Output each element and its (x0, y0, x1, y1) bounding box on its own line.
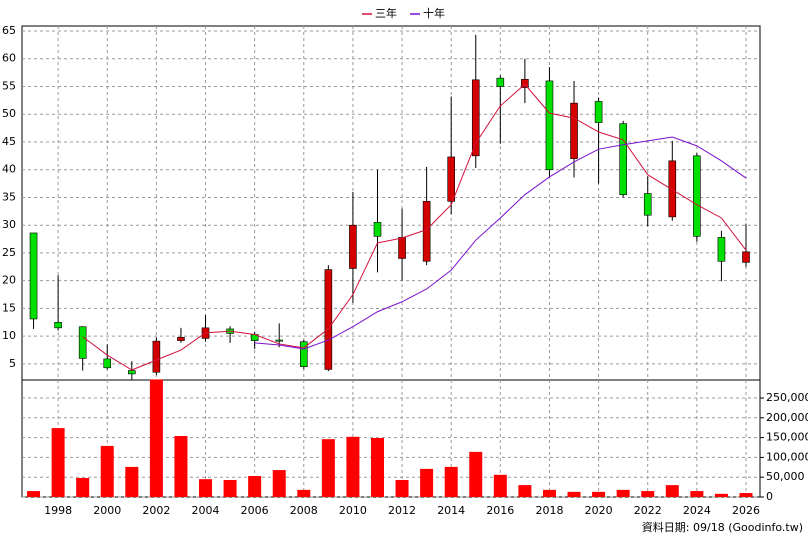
x-tick-label: 2014 (437, 504, 465, 517)
candle-body (496, 77, 505, 87)
candle-body (152, 340, 161, 373)
volume-bar (149, 379, 163, 497)
y-tick-label: 25 (2, 246, 16, 259)
x-tick-label: 2026 (732, 504, 760, 517)
candle-body (349, 224, 357, 269)
volume-bar (616, 489, 630, 497)
volume-bar (76, 477, 90, 497)
candle-body (619, 123, 627, 195)
volume-bar (420, 468, 434, 497)
volume-bar (370, 437, 384, 497)
y-tick-label: 65 (2, 24, 16, 37)
y-tick-label: 10 (2, 329, 16, 342)
volume-bar (690, 491, 704, 497)
candle-body (78, 326, 87, 359)
candle-body (373, 222, 382, 237)
candle-body (398, 237, 406, 259)
volume-bar (444, 466, 458, 497)
y2-tick-label: 0 (766, 490, 773, 503)
volume-bar (272, 470, 286, 497)
y2-tick-label: 200,000 (766, 411, 808, 424)
legend-label: 三年 (375, 6, 397, 20)
y-tick-label: 20 (2, 274, 16, 287)
y-tick-label: 30 (2, 218, 16, 231)
volume-bar (223, 479, 237, 497)
x-tick-label: 1998 (44, 504, 72, 517)
candle-body (693, 155, 701, 237)
candle-body (742, 251, 750, 263)
y-tick-label: 45 (2, 135, 16, 148)
candle-body (29, 232, 38, 320)
volume-bar (100, 445, 114, 497)
x-tick-label: 2024 (683, 504, 711, 517)
legend-label: 十年 (423, 6, 445, 20)
candle-body (299, 341, 308, 367)
candle-body (643, 193, 652, 216)
volume-bar (714, 493, 728, 497)
y2-tick-label: 100,000 (766, 450, 808, 463)
ma-line (254, 136, 747, 350)
candle-body (275, 339, 284, 342)
y2-tick-label: 150,000 (766, 431, 808, 444)
candle-body (324, 269, 333, 370)
volume-bar (469, 451, 483, 497)
y-tick-label: 5 (9, 357, 16, 370)
volume-bar (346, 436, 360, 497)
volume-bar (567, 491, 581, 497)
x-tick-label: 2012 (388, 504, 416, 517)
volume-bar (27, 491, 41, 497)
candle-body (422, 201, 431, 262)
volume-bar (199, 479, 213, 497)
candle-body (103, 358, 112, 369)
volume-bar (739, 493, 753, 497)
volume-bar (518, 485, 532, 497)
plot-frame (21, 25, 761, 498)
y2-tick-label: 250,000 (766, 391, 808, 404)
y-tick-label: 60 (2, 52, 16, 65)
x-tick-label: 2002 (142, 504, 170, 517)
x-tick-label: 2004 (192, 504, 220, 517)
volume-bar (641, 491, 655, 497)
volume-bar (592, 491, 606, 497)
x-tick-label: 2016 (486, 504, 514, 517)
y2-tick-label: 50,000 (766, 470, 805, 483)
candle-body (594, 101, 603, 123)
volume-bar (665, 485, 679, 497)
volume-bar (125, 466, 139, 497)
candle-body (521, 78, 529, 88)
volume-bar (321, 439, 335, 497)
volume-bar (248, 476, 262, 497)
candle-body (471, 79, 480, 157)
volume-bar (51, 428, 65, 497)
candle-body (54, 321, 62, 329)
volume-bar (395, 479, 409, 497)
candle-body (447, 156, 455, 202)
x-tick-label: 2022 (634, 504, 662, 517)
x-tick-label: 2010 (339, 504, 367, 517)
y-tick-label: 40 (2, 163, 16, 176)
candle-body (177, 336, 185, 341)
volume-bar (297, 489, 311, 497)
volume-bar (542, 489, 556, 497)
volume-bar (493, 474, 507, 497)
x-tick-label: 2018 (535, 504, 563, 517)
candle-body (668, 160, 677, 218)
x-tick-label: 2020 (585, 504, 613, 517)
candle-body (570, 102, 578, 159)
y-tick-label: 35 (2, 190, 16, 203)
candle-body (717, 237, 726, 262)
x-tick-label: 2000 (93, 504, 121, 517)
y-tick-label: 50 (2, 107, 16, 120)
volume-bar (174, 436, 188, 497)
candle-body (545, 80, 554, 171)
x-tick-label: 2008 (290, 504, 318, 517)
y-tick-label: 15 (2, 301, 16, 314)
y-tick-label: 55 (2, 79, 16, 92)
candle-body (128, 370, 136, 375)
ma-line (82, 83, 747, 371)
x-tick-label: 2006 (241, 504, 269, 517)
source-note: 資料日期: 09/18 (Goodinfo.tw) (642, 520, 803, 534)
